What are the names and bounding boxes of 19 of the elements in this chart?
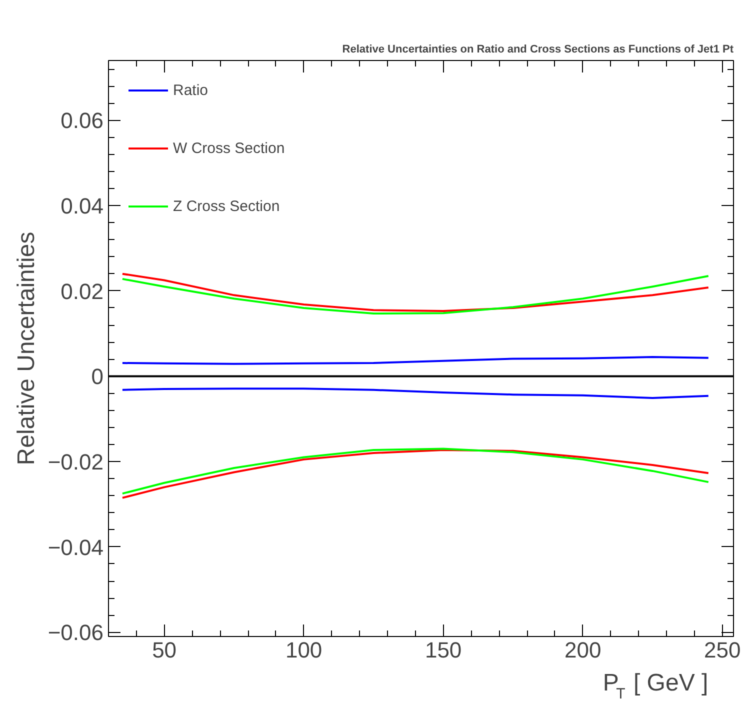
x-tick-label: 200 — [564, 638, 602, 662]
line-series — [121, 356, 710, 365]
y-tick-label: −0.04 — [48, 534, 104, 560]
y-tick-label: −0.06 — [48, 620, 104, 646]
y-tick-label: 0.04 — [60, 194, 104, 219]
x-tick-label: 50 — [152, 638, 177, 662]
line-series — [121, 388, 710, 399]
legend-label: Ratio — [173, 82, 208, 98]
y-tick-label: 0.06 — [60, 108, 104, 134]
y-tick-label: 0 — [91, 364, 104, 390]
x-tick-label: 150 — [424, 638, 462, 662]
legend-label: W Cross Section — [173, 140, 285, 156]
y-tick-label: −0.02 — [48, 450, 104, 475]
x-tick-label: 100 — [285, 638, 322, 662]
y-tick-label: 0.02 — [60, 278, 104, 304]
y-axis-title: Relative Uncertainties — [12, 232, 40, 466]
legend-label: Z Cross Section — [173, 198, 280, 214]
x-tick-label: 250 — [704, 638, 741, 662]
chart-title: Relative Uncertainties on Ratio and Cross Sections as Functions of Jet1 Pt — [342, 44, 734, 56]
